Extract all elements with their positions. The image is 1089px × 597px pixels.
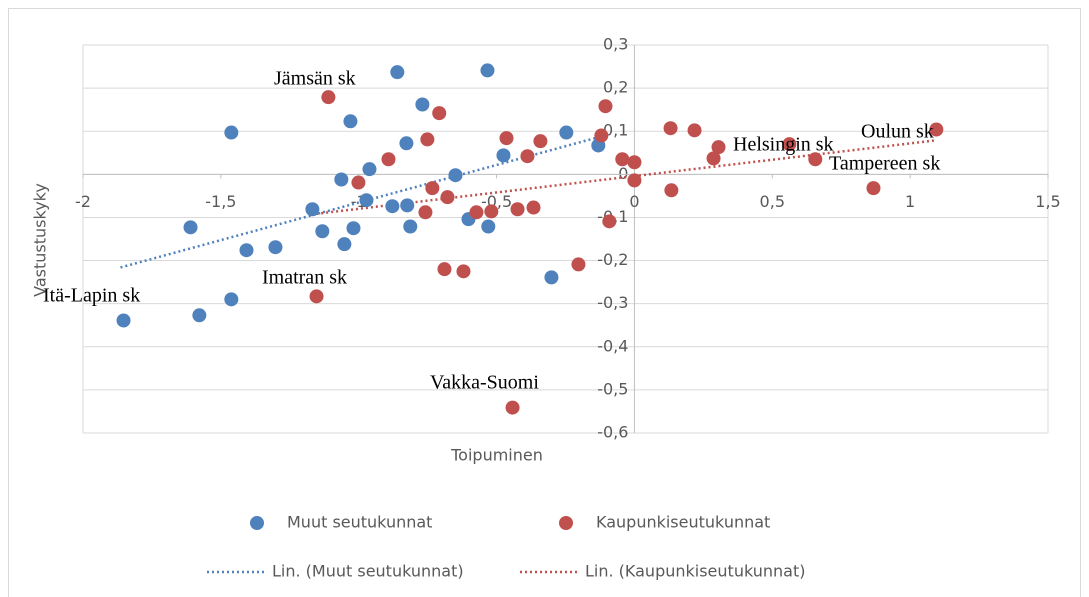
x-tick-label: -1,5: [205, 192, 236, 211]
legend-label: Kaupunkiseutukunnat: [596, 513, 770, 532]
y-axis-title: Vastustuskyky: [31, 183, 50, 297]
point: [309, 289, 324, 304]
y-tick-label: -0,5: [597, 379, 628, 398]
point: [224, 125, 239, 140]
point: [706, 151, 721, 166]
point: [499, 131, 514, 146]
point: [305, 202, 320, 217]
point: [432, 106, 447, 121]
point: [510, 202, 525, 217]
annotation: Oulun sk: [861, 121, 934, 143]
point: [440, 190, 455, 205]
point: [469, 205, 484, 220]
legend-label: Muut seutukunnat: [287, 513, 432, 532]
point: [929, 122, 944, 137]
point: [480, 63, 495, 78]
point: [415, 97, 430, 112]
annotation: Tampereen sk: [829, 153, 940, 175]
point: [571, 257, 586, 272]
annotation: Itä-Lapin sk: [43, 285, 140, 307]
point: [403, 219, 418, 234]
y-tick-label: -0,4: [597, 336, 628, 355]
y-tick-label: -0,2: [597, 250, 628, 269]
point: [484, 204, 499, 219]
annotation: Vakka-Suomi: [430, 372, 539, 394]
legend-label: Lin. (Muut seutukunnat): [272, 562, 464, 581]
annotation: Imatran sk: [262, 267, 347, 289]
annotation: Jämsän sk: [274, 68, 356, 90]
x-tick-label: -2: [75, 192, 91, 211]
point: [239, 243, 254, 258]
point: [420, 132, 435, 147]
point: [866, 181, 881, 196]
point: [663, 121, 678, 136]
point: [362, 162, 377, 177]
point: [385, 199, 400, 214]
point: [808, 152, 823, 167]
point: [381, 152, 396, 167]
point: [116, 313, 131, 328]
legend-marker: [559, 516, 573, 530]
point: [598, 99, 613, 114]
point: [351, 175, 366, 190]
point: [315, 224, 330, 239]
point: [268, 240, 283, 255]
point: [496, 148, 511, 163]
point: [520, 149, 535, 164]
point: [594, 128, 609, 143]
point: [533, 134, 548, 149]
legend-marker: [250, 516, 264, 530]
point: [448, 168, 463, 183]
point: [559, 125, 574, 140]
point: [526, 200, 541, 215]
point: [192, 308, 207, 323]
point: [627, 155, 642, 170]
x-tick-label: 1: [905, 192, 915, 211]
point: [425, 181, 440, 196]
y-tick-label: -0,3: [597, 293, 628, 312]
chart-border: [8, 8, 1081, 597]
legend-label: Lin. (Kaupunkiseutukunnat): [585, 562, 805, 581]
point: [615, 152, 630, 167]
y-tick-label: 0,2: [603, 78, 628, 97]
point: [602, 214, 617, 229]
point: [224, 292, 239, 307]
point: [437, 262, 452, 277]
y-tick-label: -0,6: [597, 423, 628, 442]
annotation: Helsingin sk: [733, 134, 834, 156]
point: [687, 123, 702, 138]
point: [627, 173, 642, 188]
point: [399, 136, 414, 151]
point: [782, 137, 797, 152]
point: [505, 400, 520, 415]
y-tick-label: 0: [618, 164, 628, 183]
y-tick-label: 0,3: [603, 35, 628, 54]
x-tick-label: 0: [629, 192, 639, 211]
point: [418, 205, 433, 220]
point: [711, 140, 726, 155]
point: [183, 220, 198, 235]
point: [346, 221, 361, 236]
point: [321, 90, 336, 105]
y-tick-label: 0,1: [603, 121, 628, 140]
x-tick-label: 0,5: [760, 192, 785, 211]
point: [390, 65, 405, 80]
point: [359, 193, 374, 208]
point: [400, 198, 415, 213]
x-axis-title: Toipuminen: [450, 446, 543, 465]
point: [343, 114, 358, 129]
point: [456, 264, 471, 279]
point: [481, 219, 496, 234]
point: [664, 183, 679, 198]
point: [337, 237, 352, 252]
point: [334, 172, 349, 187]
x-tick-label: 1,5: [1035, 192, 1060, 211]
point: [544, 270, 559, 285]
